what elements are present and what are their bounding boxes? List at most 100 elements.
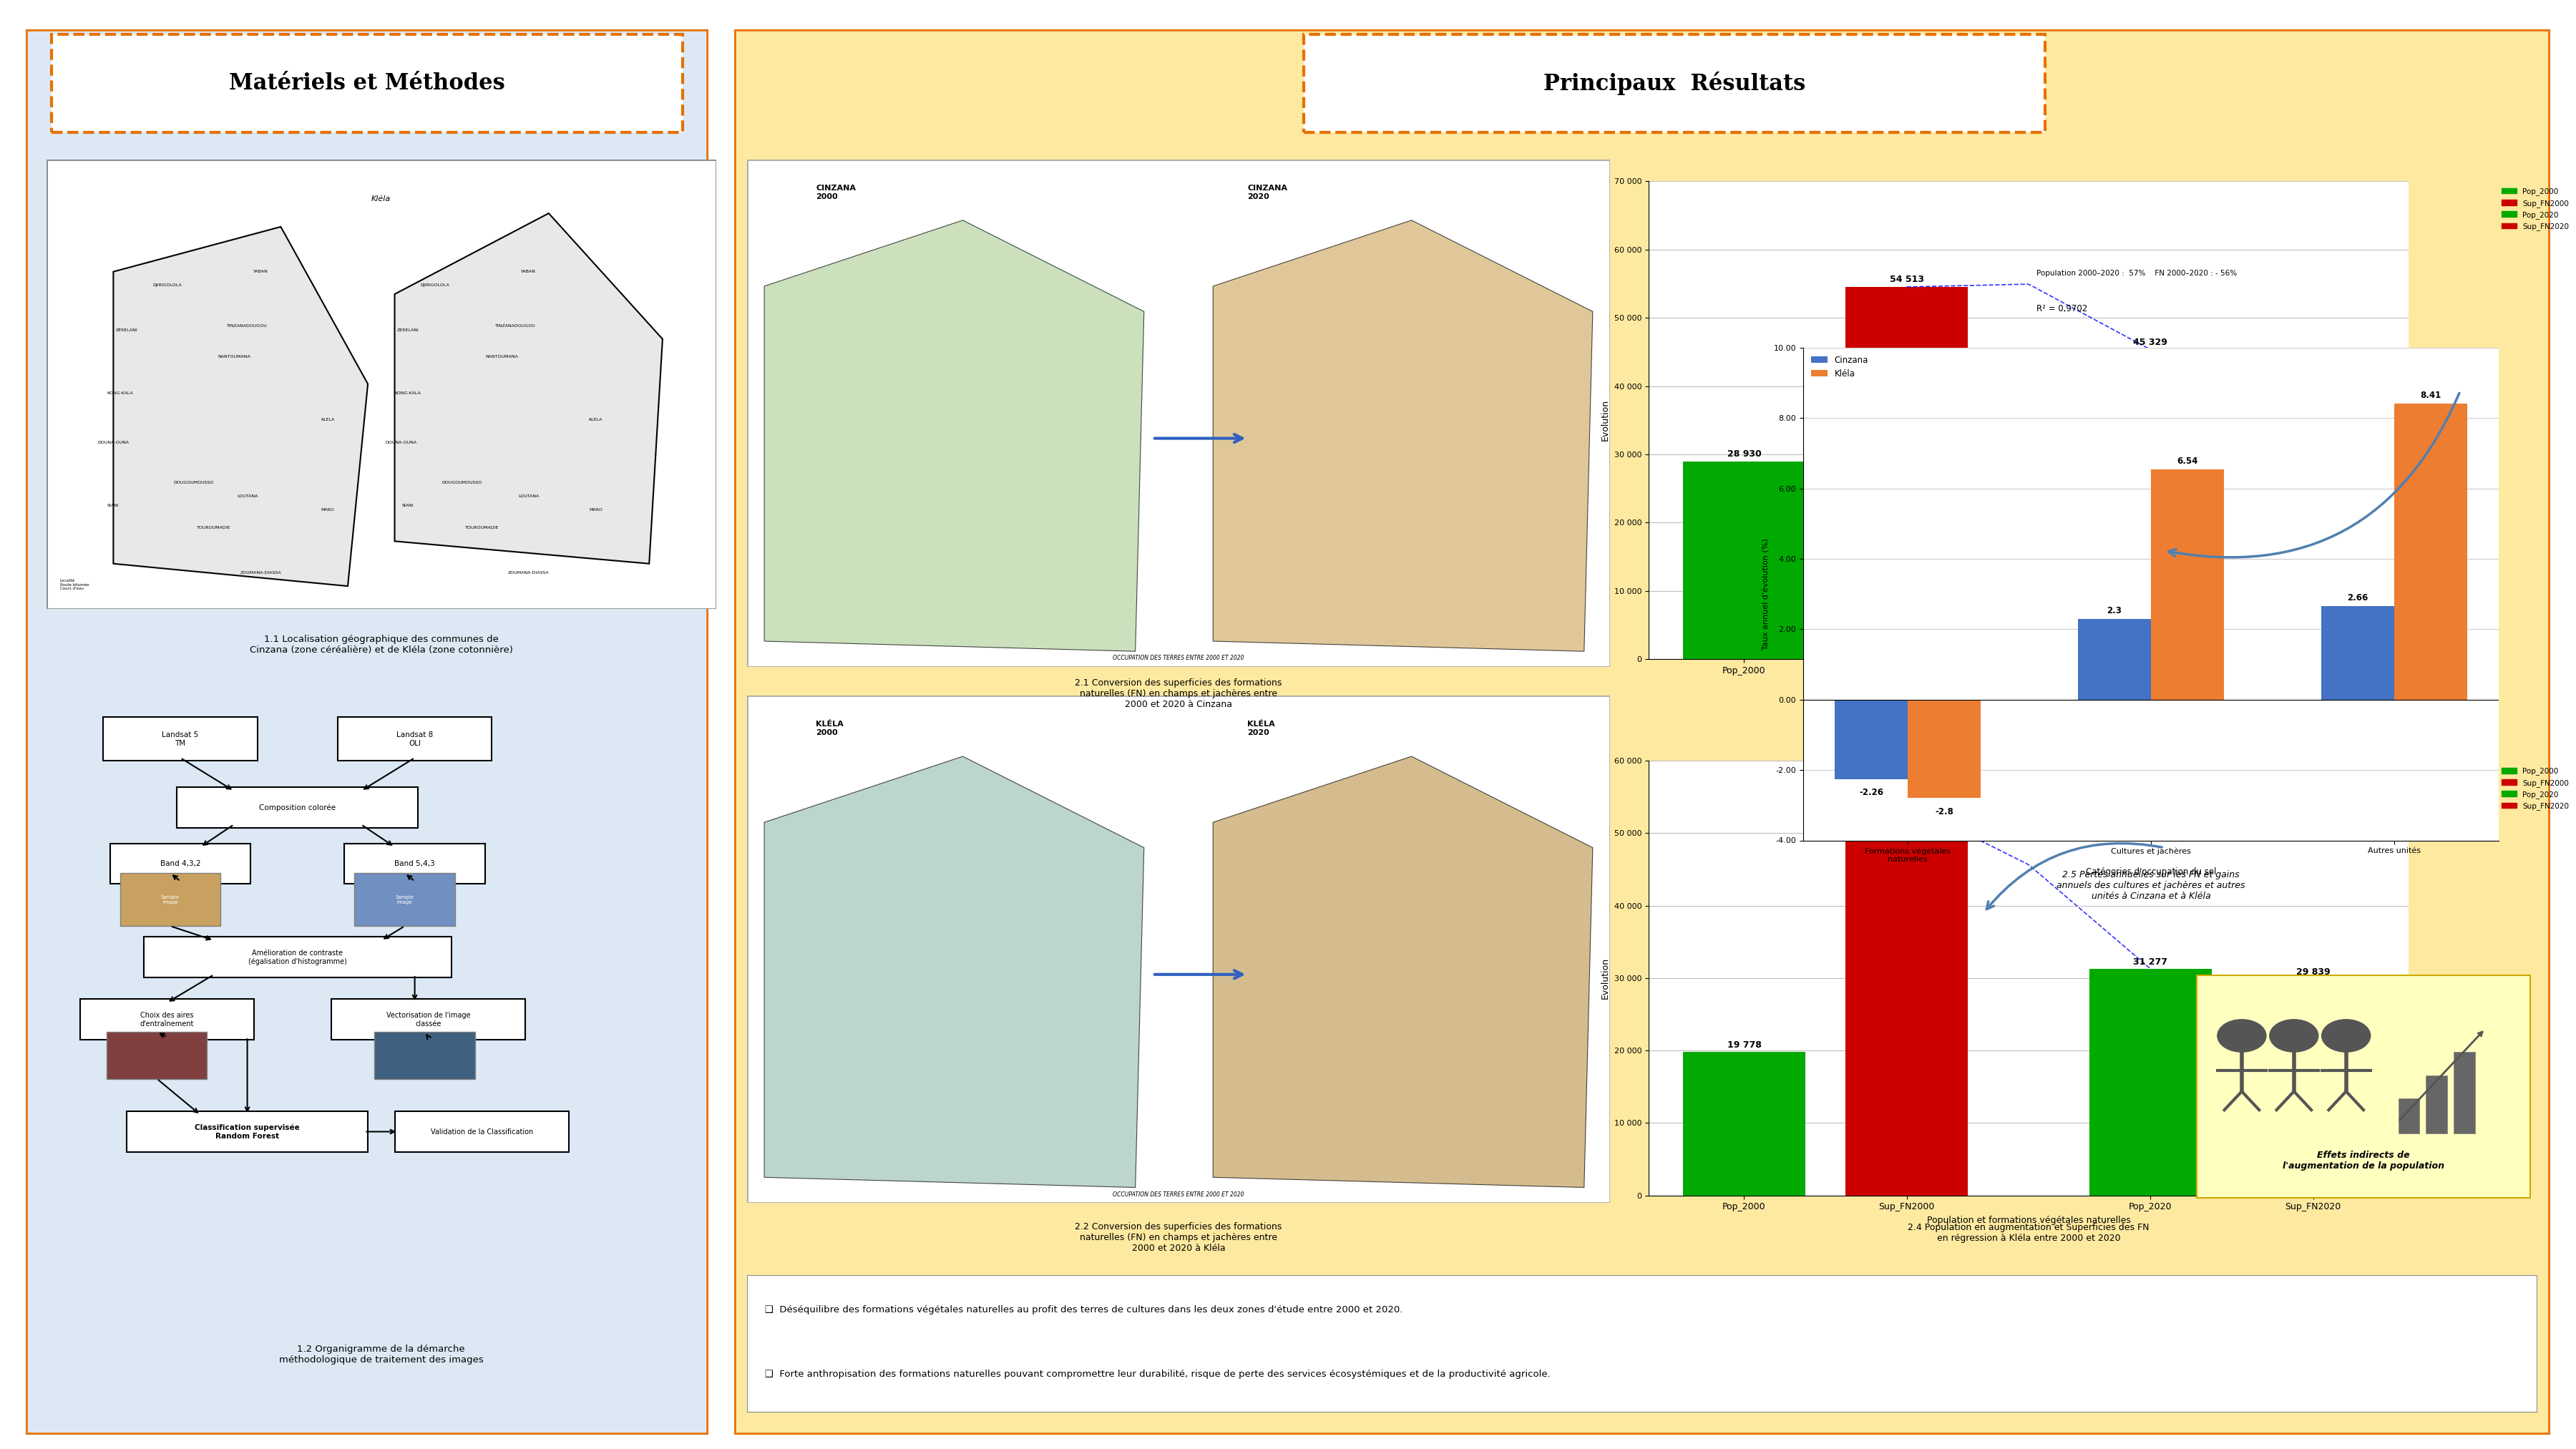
FancyBboxPatch shape (345, 843, 484, 884)
Text: Kléla: Kléla (371, 196, 392, 203)
FancyBboxPatch shape (80, 1000, 255, 1040)
Text: TOUROUMADIE: TOUROUMADIE (196, 526, 232, 529)
Bar (1909, 700, 1981, 798)
Text: TINZANADOUGOU: TINZANADOUGOU (495, 323, 536, 327)
Text: 6.54: 6.54 (2177, 456, 2197, 467)
Text: LOUTANA: LOUTANA (518, 494, 538, 498)
Text: SIANI: SIANI (108, 503, 118, 507)
Text: Validation de la Classification: Validation de la Classification (430, 1129, 533, 1135)
Text: KLÉLA
2020: KLÉLA 2020 (1247, 720, 1275, 736)
Circle shape (2269, 1020, 2318, 1052)
Text: OCCUPATION DES TERRES ENTRE 2000 ET 2020: OCCUPATION DES TERRES ENTRE 2000 ET 2020 (1113, 1191, 1244, 1197)
Text: 28 930: 28 930 (1726, 449, 1762, 459)
Bar (1847, 804, 1968, 1195)
Text: NANTOUMANA: NANTOUMANA (484, 355, 518, 359)
Bar (2079, 619, 2151, 700)
FancyBboxPatch shape (355, 874, 456, 926)
Text: KLELA: KLELA (322, 419, 335, 422)
Text: 2.3: 2.3 (2107, 606, 2123, 616)
Text: SIANI: SIANI (402, 503, 415, 507)
FancyBboxPatch shape (111, 843, 250, 884)
Bar (2089, 969, 2210, 1195)
Text: DJIRIGOLOLA: DJIRIGOLOLA (420, 284, 448, 287)
Text: Vectorisation de l'image
classée: Vectorisation de l'image classée (386, 1011, 471, 1027)
Text: YABAN: YABAN (252, 270, 268, 274)
Bar (2089, 349, 2210, 659)
Bar (2321, 606, 2393, 700)
Text: R² = 0,9702: R² = 0,9702 (2038, 304, 2087, 313)
Text: MARO: MARO (322, 509, 335, 511)
FancyBboxPatch shape (2455, 1052, 2476, 1133)
Text: Band 4,3,2: Band 4,3,2 (160, 861, 201, 868)
Text: TINZANADOUGOU: TINZANADOUGOU (227, 323, 268, 327)
FancyBboxPatch shape (332, 1000, 526, 1040)
X-axis label: Catégories d'occupation du sol: Catégories d'occupation du sol (2087, 867, 2215, 877)
FancyBboxPatch shape (747, 159, 1610, 667)
FancyBboxPatch shape (52, 35, 683, 132)
Bar (2251, 496, 2375, 659)
Bar (1834, 700, 1909, 780)
FancyBboxPatch shape (337, 717, 492, 761)
Text: 2.1 Conversion des superficies des formations
naturelles (FN) en champs et jachè: 2.1 Conversion des superficies des forma… (1074, 678, 1283, 710)
Text: 54 513: 54 513 (1891, 275, 1924, 284)
Text: NANTOUMANA: NANTOUMANA (216, 355, 250, 359)
Text: Amélioration de contraste
(égalisation d'histogramme): Amélioration de contraste (égalisation d… (247, 949, 348, 965)
Text: Principaux  Résultats: Principaux Résultats (1543, 71, 1806, 96)
Text: Composition colorée: Composition colorée (260, 804, 335, 811)
Text: Sample
Image: Sample Image (160, 895, 180, 904)
Polygon shape (1213, 220, 1592, 652)
Bar (2251, 980, 2375, 1195)
FancyBboxPatch shape (394, 1111, 569, 1152)
Text: OCCUPATION DES TERRES ENTRE 2000 ET 2020: OCCUPATION DES TERRES ENTRE 2000 ET 2020 (1113, 655, 1244, 661)
FancyBboxPatch shape (106, 1032, 206, 1078)
FancyBboxPatch shape (734, 29, 2550, 1435)
Text: 1.2 Organigramme de la démarche
méthodologique de traitement des images: 1.2 Organigramme de la démarche méthodol… (278, 1345, 484, 1365)
X-axis label: Population et formations végétales naturelles: Population et formations végétales natur… (1927, 680, 2130, 688)
Polygon shape (113, 227, 368, 585)
Text: Classification supervisée
Random Forest: Classification supervisée Random Forest (196, 1124, 299, 1139)
Text: KLÉLA
2000: KLÉLA 2000 (817, 720, 845, 736)
Text: Population 2000–2020 :  57%    FN 2000–2020 : - 56%: Population 2000–2020 : 57% FN 2000–2020 … (2038, 270, 2236, 277)
FancyBboxPatch shape (747, 696, 1610, 1203)
Text: Localité
Route bitumée
Cours d'eau: Localité Route bitumée Cours d'eau (59, 578, 88, 591)
FancyBboxPatch shape (178, 787, 417, 827)
Legend: Pop_2000, Sup_FN2000, Pop_2020, Sup_FN2020: Pop_2000, Sup_FN2000, Pop_2020, Sup_FN20… (2499, 765, 2571, 813)
X-axis label: Population et formations végétales naturelles: Population et formations végétales natur… (1927, 1216, 2130, 1224)
Bar (1847, 287, 1968, 659)
Polygon shape (765, 756, 1144, 1188)
Polygon shape (765, 220, 1144, 652)
Text: KONG-KALA: KONG-KALA (106, 391, 134, 394)
Text: Landsat 5
TM: Landsat 5 TM (162, 732, 198, 746)
Text: 2.5 Pertes annuelles sur les FN et gains
annuels des cultures et jachères et aut: 2.5 Pertes annuelles sur les FN et gains… (2056, 869, 2246, 901)
Legend: Pop_2000, Sup_FN2000, Pop_2020, Sup_FN2020: Pop_2000, Sup_FN2000, Pop_2020, Sup_FN20… (2499, 185, 2571, 233)
Text: ❑  Déséquilibre des formations végétales naturelles au profit des terres de cult: ❑ Déséquilibre des formations végétales … (765, 1306, 1404, 1314)
Y-axis label: Evolution: Evolution (1600, 400, 1610, 440)
Text: 29 839: 29 839 (2295, 968, 2331, 977)
Legend: Cinzana, Kléla: Cinzana, Kléla (1808, 352, 1873, 381)
Text: Matériels et Méthodes: Matériels et Méthodes (229, 72, 505, 94)
Text: 1.1 Localisation géographique des communes de
Cinzana (zone céréalière) et de Kl: 1.1 Localisation géographique des commun… (250, 635, 513, 655)
Text: DOUNA-OUNA: DOUNA-OUNA (98, 440, 129, 445)
FancyBboxPatch shape (144, 938, 451, 978)
FancyArrowPatch shape (1986, 843, 2161, 909)
Text: 45 329: 45 329 (2133, 338, 2166, 346)
Text: ZERELANI: ZERELANI (397, 329, 420, 332)
FancyBboxPatch shape (46, 159, 716, 609)
FancyArrowPatch shape (2169, 393, 2460, 558)
Text: ZOUMANA-DIASSA: ZOUMANA-DIASSA (240, 571, 281, 574)
FancyBboxPatch shape (747, 1275, 2537, 1413)
Bar (1682, 1052, 1806, 1195)
Text: ZOUMANA-DIASSA: ZOUMANA-DIASSA (507, 571, 549, 574)
FancyBboxPatch shape (2398, 1098, 2419, 1133)
Text: TOUROUMADIE: TOUROUMADIE (464, 526, 500, 529)
FancyBboxPatch shape (126, 1111, 368, 1152)
Text: R² = 0,513: R² = 0,513 (1989, 819, 2032, 827)
Text: CINZANA
2000: CINZANA 2000 (817, 184, 855, 200)
Circle shape (2218, 1020, 2267, 1052)
Polygon shape (1213, 756, 1592, 1188)
Text: Landsat 8
OLI: Landsat 8 OLI (397, 732, 433, 746)
Text: -2.26: -2.26 (1860, 788, 1883, 797)
Text: Band 5,4,3: Band 5,4,3 (394, 861, 435, 868)
Text: 8.41: 8.41 (2421, 391, 2442, 400)
Text: DOUGOUMOUSSO: DOUGOUMOUSSO (440, 481, 482, 484)
